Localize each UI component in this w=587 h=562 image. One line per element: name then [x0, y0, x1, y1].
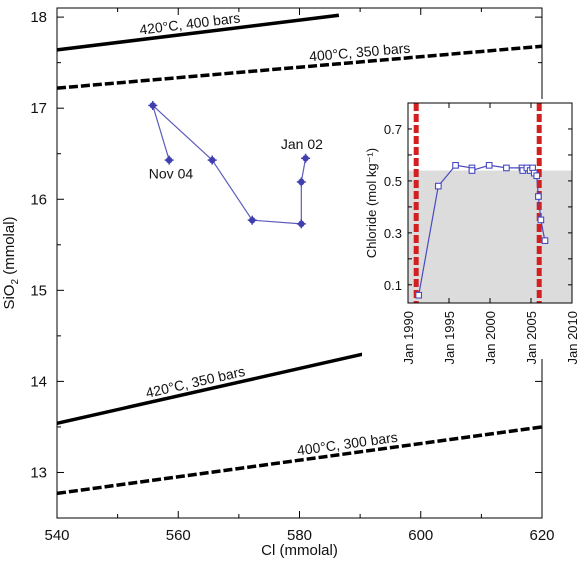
data-point: [296, 219, 306, 229]
y-tick-label: 16: [30, 191, 47, 208]
reference-line: [56, 349, 376, 425]
inset-data-point: [434, 182, 442, 190]
inset-x-tick-label: Jan 2010: [565, 311, 580, 365]
inset-x-tick-label: Jan 2005: [524, 311, 539, 365]
reference-line-label: 420°C, 350 bars: [144, 363, 246, 401]
x-tick-label: 600: [408, 527, 433, 544]
y-tick-label: 18: [30, 9, 47, 26]
data-point: [148, 100, 158, 110]
inset-x-tick-label: Jan 2000: [483, 311, 498, 365]
point-annotation: Jan 02: [281, 136, 323, 152]
x-axis-title: Cl (mmolal): [261, 542, 338, 559]
inset-plot: Jan 1990 Jan 1995 Jan 2000 Jan 2005 Jan 2010…: [362, 99, 582, 365]
data-segment: [152, 105, 213, 161]
y-tick-label: 13: [30, 464, 47, 481]
inset-data-point: [485, 161, 493, 169]
y-tick-label: 14: [30, 373, 47, 390]
reference-line: [56, 13, 340, 52]
inset-data-point: [535, 193, 542, 200]
inset-data-point: [541, 237, 549, 245]
x-tick-label: 620: [529, 527, 554, 544]
inset-y-tick-label: 0.1: [384, 278, 402, 293]
reference-line: [56, 44, 543, 90]
y-tick-label: 17: [30, 100, 47, 117]
x-tick-label: 540: [44, 527, 69, 544]
inset-x-tick-label: Jan 1995: [442, 311, 457, 365]
inset-data-point: [503, 164, 510, 172]
point-annotation: Nov 04: [149, 165, 194, 181]
x-tick-label: 580: [287, 527, 312, 544]
y-axis-title: SiO2 (mmolal): [1, 216, 21, 309]
inset-y-tick-label: 0.3: [384, 226, 402, 241]
x-tick-label: 560: [166, 527, 191, 544]
data-segment: [152, 105, 170, 161]
data-segment: [252, 219, 302, 225]
data-point: [247, 215, 257, 225]
data-point: [296, 177, 306, 187]
inset-data-point: [452, 161, 459, 169]
inset-data-point: [537, 216, 545, 224]
inset-x-tick-label: Jan 1990: [401, 311, 416, 365]
inset-data-point: [415, 291, 423, 299]
data-segment: [211, 159, 253, 221]
inset-shaded-band: [408, 170, 572, 303]
data-point: [207, 155, 217, 165]
inset-y-tick-label: 0.7: [384, 122, 402, 137]
data-point: [301, 153, 311, 163]
inset-data-point: [533, 172, 541, 180]
inset-data-point: [468, 167, 476, 174]
reference-line: [56, 425, 543, 496]
inset-y-tick-label: 0.5: [384, 174, 402, 189]
data-point: [164, 155, 174, 165]
inset-y-axis-title: Chloride (mol kg⁻¹): [364, 148, 379, 258]
y-tick-label: 15: [30, 282, 47, 299]
